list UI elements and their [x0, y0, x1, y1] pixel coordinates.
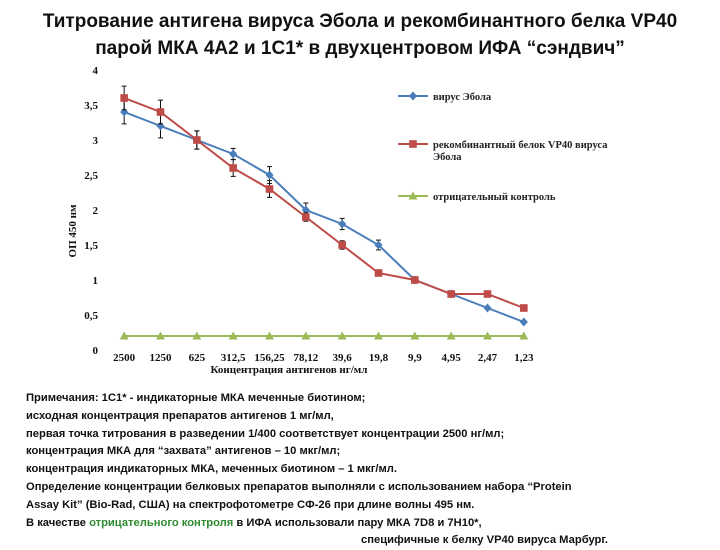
data-point [193, 136, 201, 144]
series-line [123, 97, 525, 309]
legend-label: вирус Эбола [433, 92, 492, 103]
y-tick-label: 4 [93, 65, 99, 77]
x-tick-label: 1,23 [514, 352, 534, 364]
negative-control-highlight: отрицательного контроля [89, 516, 234, 529]
data-point [446, 331, 456, 340]
chart: ОП 450 нм Концентрация антигенов нг/мл 0… [67, 65, 608, 376]
data-point [519, 331, 529, 340]
y-axis-ticks: 0 0,5 1 1,5 2 2,5 3 3,5 4 [84, 65, 98, 357]
note-line-2: исходная концентрация препаратов антиген… [26, 409, 334, 422]
x-tick-label: 2500 [113, 352, 136, 364]
data-point [192, 331, 202, 340]
legend: вирус Эбола рекомбинантный белок VP40 вир… [398, 91, 608, 203]
series-1 [120, 99, 528, 327]
x-tick-label: 4,95 [442, 352, 462, 364]
x-axis-ticks: 2500 1250 625 312,5 156,25 78,12 39,6 19,8 9,9 4,… [113, 352, 534, 364]
title-line-2: парой МКА 4А2 и 1С1* в двухцентровом ИФА… [95, 38, 625, 59]
series-group [119, 85, 529, 340]
y-tick-label: 1,5 [84, 240, 98, 252]
legend-label: отрицательный контроль [433, 192, 556, 203]
data-point [265, 185, 274, 193]
data-point [519, 317, 528, 327]
y-tick-label: 2 [93, 205, 99, 217]
y-tick-label: 2,5 [84, 170, 98, 182]
data-point [229, 164, 237, 172]
data-point [520, 304, 528, 312]
title-line-1: Титрование антигена вируса Эбола и реком… [42, 11, 678, 32]
data-point [337, 331, 347, 340]
data-point [338, 219, 347, 229]
note-line-9: специфичные к белку VP40 вируса Марбург. [361, 534, 609, 547]
data-point [302, 213, 310, 221]
y-tick-label: 3 [93, 135, 99, 147]
x-tick-label: 39,6 [333, 352, 353, 364]
x-tick-label: 1250 [150, 352, 173, 364]
y-axis-label: ОП 450 нм [67, 204, 79, 257]
y-tick-label: 3,5 [84, 100, 98, 112]
note-line-8-suffix: в ИФА использовали пару МКА 7D8 и 7Н10*, [233, 516, 482, 529]
y-tick-label: 1 [93, 275, 99, 287]
data-point [374, 240, 383, 250]
data-point [156, 108, 165, 116]
note-line-8: В качестве отрицательного контроля в ИФА… [26, 515, 706, 533]
data-point [483, 290, 492, 298]
note-line-3: первая точка титрования в разведении 1/4… [26, 427, 505, 440]
series-line [123, 111, 525, 323]
data-point [483, 303, 492, 313]
data-point [119, 331, 129, 340]
data-point [156, 331, 165, 340]
data-point [301, 205, 310, 215]
x-tick-label: 78,12 [293, 352, 318, 364]
data-point [374, 269, 383, 277]
note-line-7: Assay Kit” (Bio-Rad, США) на спектрофото… [26, 498, 475, 511]
legend-label: рекомбинантный белок VP40 вируса [433, 140, 608, 151]
series-3 [119, 331, 529, 340]
x-axis-label: Концентрация антигенов нг/мл [211, 364, 368, 376]
x-tick-label: 312,5 [221, 352, 246, 364]
data-point [229, 149, 238, 159]
note-line-5: концентрация индикаторных МКА, меченных … [26, 463, 397, 476]
chart-title: Титрование антигена вируса Эбола и реком… [0, 8, 720, 62]
note-line-1: Примечания: 1С1* - индикаторные МКА мече… [26, 392, 366, 404]
data-point [411, 276, 419, 284]
data-point [228, 331, 238, 340]
y-tick-label: 0,5 [84, 310, 98, 322]
data-point [409, 91, 417, 101]
data-point [301, 331, 311, 340]
data-point [265, 331, 274, 340]
x-tick-label: 19,8 [369, 352, 389, 364]
data-point [483, 331, 492, 340]
y-tick-label: 0 [93, 345, 99, 357]
note-line-8-prefix: В качестве [26, 516, 90, 529]
legend-label: Эбола [433, 152, 462, 163]
note-line-6: Определение концентрации белковых препар… [26, 480, 572, 493]
data-point [374, 331, 383, 340]
x-tick-label: 2,47 [478, 352, 498, 364]
data-point [447, 290, 455, 298]
legend-item-1: вирус Эбола [398, 91, 492, 103]
data-point [409, 140, 417, 148]
x-tick-label: 625 [189, 352, 206, 364]
legend-item-3: отрицательный контроль [398, 191, 556, 203]
data-point [120, 94, 128, 102]
data-point [408, 191, 418, 200]
note-line-4: концентрация МКА для “захвата” антигенов… [26, 445, 341, 458]
x-tick-label: 9,9 [408, 352, 422, 364]
series-2 [120, 85, 528, 312]
notes: Примечания: 1С1* - индикаторные МКА мече… [26, 390, 706, 550]
data-point [265, 170, 274, 180]
x-tick-label: 156,25 [254, 352, 285, 364]
data-point [410, 331, 420, 340]
data-point [338, 241, 346, 249]
